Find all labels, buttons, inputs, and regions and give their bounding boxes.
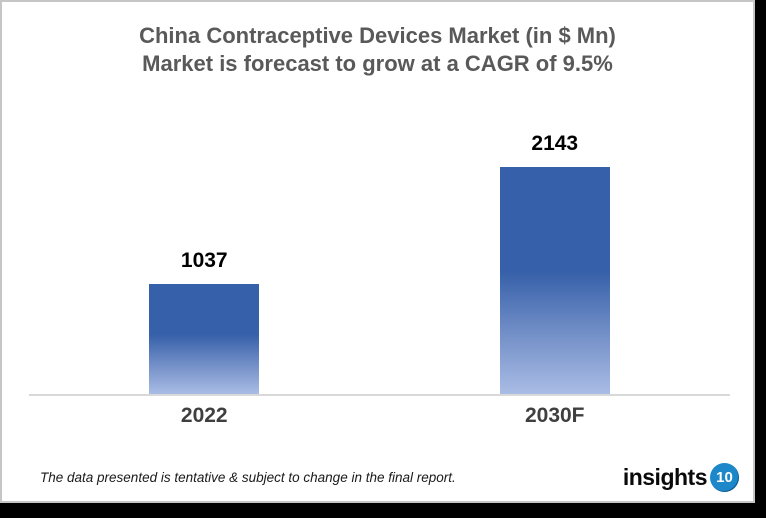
- bar-slot-2030f: 2143: [380, 90, 731, 394]
- chart-title-line1: China Contraceptive Devices Market (in $…: [139, 23, 616, 48]
- x-axis-labels: 2022 2030F: [29, 404, 730, 428]
- chart-title: China Contraceptive Devices Market (in $…: [2, 22, 753, 78]
- chart-card: China Contraceptive Devices Market (in $…: [0, 0, 755, 503]
- bar-slot-2022: 1037: [29, 90, 380, 394]
- bar-2030f: [499, 167, 610, 394]
- plot-area: 1037 2143: [29, 90, 730, 394]
- logo-wordmark: insights: [622, 463, 708, 490]
- x-axis-label-2022: 2022: [180, 404, 228, 427]
- x-axis-line: [29, 394, 730, 396]
- logo-badge-10: 10: [710, 462, 739, 492]
- bar-value-label-2022: 1037: [180, 249, 228, 272]
- footer: The data presented is tentative & subjec…: [40, 460, 739, 494]
- chart-title-line2: Market is forecast to grow at a CAGR of …: [142, 51, 613, 76]
- disclaimer-text: The data presented is tentative & subjec…: [40, 469, 456, 485]
- bar-value-label-2030f: 2143: [531, 132, 579, 155]
- x-axis-label-2030f: 2030F: [524, 404, 585, 427]
- bar-2022: [149, 284, 260, 394]
- insights10-logo: insights 10: [622, 462, 739, 492]
